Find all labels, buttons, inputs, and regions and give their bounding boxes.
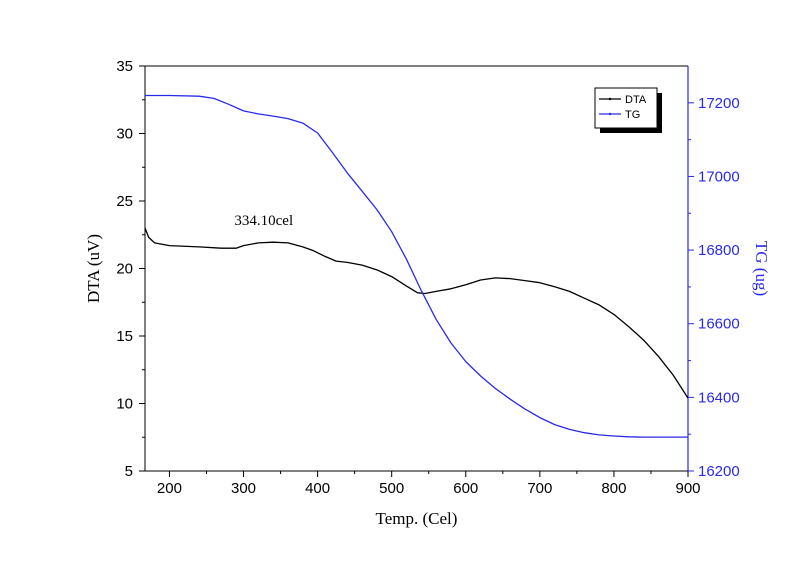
legend-marker-tg — [608, 112, 612, 116]
x-axis-title: Temp. (Cel) — [376, 509, 458, 528]
series-line-tg — [145, 94, 688, 438]
peak-annotation: 334.10cel — [234, 213, 293, 229]
x-tick-label: 400 — [305, 480, 330, 497]
legend-marker-dta — [608, 97, 612, 101]
y-right-tick-label: 16200 — [698, 463, 740, 480]
y-right-tick-label: 17000 — [698, 168, 740, 185]
y-right-tick-label: 16400 — [698, 389, 740, 406]
y-left-tick-label: 30 — [116, 126, 133, 143]
y-left-tick-label: 35 — [116, 58, 133, 75]
y-left-tick-label: 20 — [116, 261, 133, 278]
x-tick-label: 300 — [231, 480, 256, 497]
y-right-tick-label: 16800 — [698, 242, 740, 259]
x-tick-label: 200 — [157, 480, 182, 497]
legend-label-tg: TG — [625, 109, 640, 121]
y-left-tick-label: 25 — [116, 193, 133, 210]
x-tick-label: 800 — [601, 480, 626, 497]
y-right-tick-label: 17200 — [698, 95, 740, 112]
x-tick-label: 900 — [675, 480, 700, 497]
y-left-tick-label: 10 — [116, 396, 133, 413]
y-left-axis-title: DTA (uV) — [84, 234, 103, 303]
x-tick-label: 500 — [379, 480, 404, 497]
series-line-dta — [144, 227, 689, 399]
x-tick-label: 700 — [527, 480, 552, 497]
y-left-tick-label: 15 — [116, 328, 133, 345]
y-right-axis-title: TG (ug) — [752, 241, 771, 296]
legend-box — [594, 87, 658, 129]
x-tick-label: 600 — [453, 480, 478, 497]
y-left-tick-label: 5 — [125, 463, 133, 480]
y-right-tick-label: 16600 — [698, 316, 740, 333]
legend-label-dta: DTA — [625, 94, 647, 106]
